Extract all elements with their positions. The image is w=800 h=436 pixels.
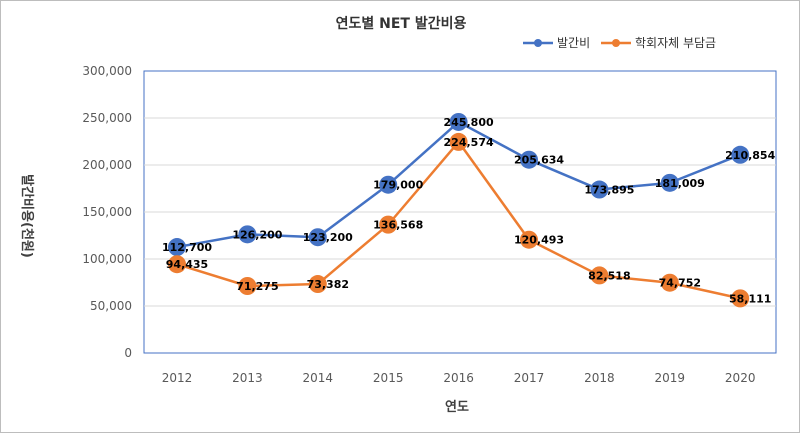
data-point[interactable] (520, 230, 538, 249)
data-point[interactable] (168, 255, 186, 274)
y-tick-label: 200,000 (82, 158, 132, 172)
x-tick-label: 2015 (373, 371, 404, 385)
legend-label: 학회자체 부담금 (635, 36, 716, 50)
data-label: 205,634 (514, 154, 564, 167)
data-point[interactable] (731, 145, 750, 164)
data-label: 210,854 (725, 149, 775, 162)
x-tick-label: 2013 (232, 371, 263, 385)
data-point[interactable] (449, 112, 468, 131)
data-point[interactable] (308, 228, 327, 247)
data-label: 82,518 (588, 269, 630, 282)
x-tick-label: 2019 (655, 371, 686, 385)
legend-item[interactable]: 학회자체 부담금 (601, 36, 716, 50)
x-tick-label: 2014 (303, 371, 334, 385)
data-label: 123,200 (303, 231, 353, 244)
data-label: 58,111 (729, 292, 771, 305)
data-label: 173,895 (584, 184, 634, 197)
legend-marker (612, 39, 620, 47)
data-label: 112,700 (162, 241, 212, 254)
data-point[interactable] (660, 173, 679, 192)
data-point[interactable] (520, 150, 538, 169)
legend-item[interactable]: 발간비 (523, 36, 590, 50)
data-labels: 112,700 126,200 123,200 179,000 245,800 205,6… (162, 116, 776, 305)
x-axis-ticks: 2012 2013 2014 2015 2016 2017 2018 2019 2020 (162, 371, 756, 385)
data-label: 120,493 (514, 234, 564, 247)
data-label: 71,275 (236, 280, 278, 293)
y-tick-label: 50,000 (90, 299, 132, 313)
x-tick-label: 2017 (514, 371, 545, 385)
data-label: 245,800 (444, 116, 494, 129)
data-point[interactable] (731, 289, 750, 308)
data-label: 179,000 (373, 179, 423, 192)
y-tick-label: 300,000 (82, 64, 132, 78)
data-label: 94,435 (166, 258, 208, 271)
data-label: 74,752 (659, 277, 701, 290)
data-point[interactable] (590, 266, 609, 285)
y-axis-title: 발간비용(천원) (19, 174, 35, 258)
x-tick-label: 2018 (584, 371, 615, 385)
data-point[interactable] (168, 238, 186, 257)
data-label: 126,200 (232, 228, 282, 241)
data-point[interactable] (238, 277, 257, 296)
y-tick-label: 150,000 (82, 205, 132, 219)
legend-marker (534, 39, 542, 47)
data-point[interactable] (308, 275, 327, 294)
y-axis-ticks: 0 50,000 100,000 150,000 200,000 250,000 300,0… (82, 64, 132, 360)
chart-title: 연도별 NET 발간비용 (336, 15, 467, 32)
data-point[interactable] (449, 132, 468, 151)
data-point[interactable] (590, 180, 609, 199)
series-2 (168, 132, 750, 308)
legend: 발간비 학회자체 부담금 (523, 36, 716, 50)
y-tick-label: 0 (124, 346, 132, 360)
data-label: 73,382 (307, 278, 349, 291)
x-tick-label: 2016 (443, 371, 474, 385)
x-axis-title: 연도 (445, 400, 469, 415)
x-tick-label: 2012 (162, 371, 193, 385)
series-1 (168, 112, 750, 257)
data-point[interactable] (660, 273, 679, 292)
data-point[interactable] (379, 215, 398, 234)
series-layer (168, 112, 750, 308)
data-point[interactable] (238, 225, 257, 244)
y-tick-label: 100,000 (82, 252, 132, 266)
data-label: 224,574 (444, 136, 494, 149)
x-tick-label: 2020 (725, 371, 756, 385)
y-tick-label: 250,000 (82, 111, 132, 125)
data-point[interactable] (379, 175, 398, 194)
legend-label: 발간비 (557, 36, 590, 50)
data-label: 136,568 (373, 219, 423, 232)
data-label: 181,009 (655, 177, 705, 190)
